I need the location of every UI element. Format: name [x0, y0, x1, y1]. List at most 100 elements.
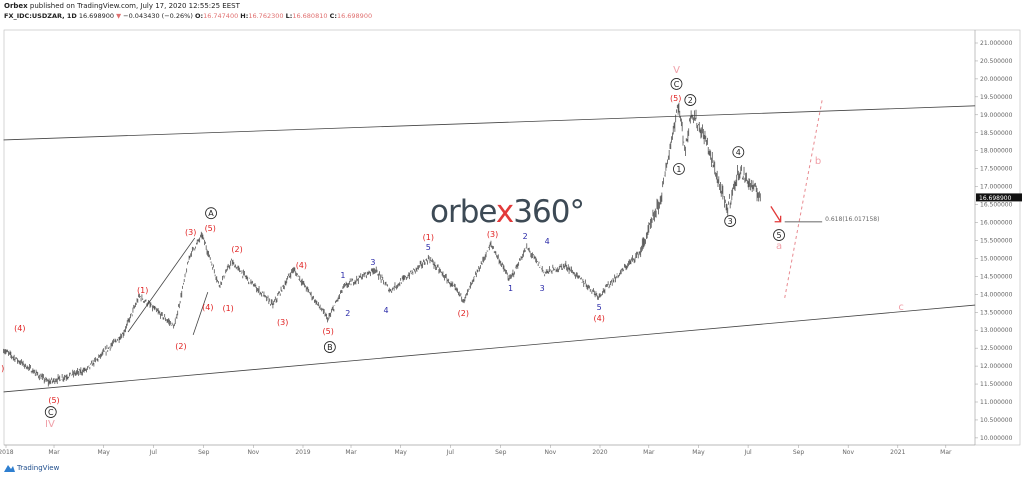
wave-label: (3): [277, 318, 288, 327]
wave-label: ): [1, 364, 4, 373]
x-tick-label: 2020: [592, 449, 607, 456]
tradingview-brand[interactable]: TradingView: [4, 464, 59, 472]
wave-circle: [323, 341, 336, 353]
wave-label: (3): [487, 230, 498, 239]
open-value: 16.747400: [203, 12, 239, 20]
y-tick-label: 13.000000: [980, 327, 1013, 334]
y-tick-label: 17.000000: [980, 184, 1013, 191]
trendline: [192, 292, 209, 335]
wave-label: (1): [137, 286, 148, 295]
plot-frame: [3, 29, 1021, 446]
y-tick-label: 19.500000: [980, 94, 1013, 101]
y-tick-label: 18.500000: [980, 130, 1013, 137]
wave-label: 2: [688, 96, 693, 105]
x-tick-label: Jul: [446, 449, 455, 456]
y-tick-label: 14.500000: [980, 273, 1013, 280]
wave-label: 4: [383, 306, 388, 315]
x-tick-label: Nov: [248, 449, 260, 456]
x-tick-label: 2021: [890, 449, 905, 456]
x-tick-label: May: [97, 449, 110, 456]
y-tick-label: 21.000000: [980, 40, 1013, 47]
y-tick-label: 13.500000: [980, 309, 1013, 316]
wave-label: A: [208, 209, 214, 218]
symbol-label: FX_IDC:USDZAR, 1D: [4, 12, 77, 20]
wave-label: IV: [45, 419, 55, 430]
wave-circle: [673, 163, 685, 175]
ohlc-legend: FX_IDC:USDZAR, 1D 16.698900 ▼ −0.043430 …: [4, 12, 372, 20]
wave-label: C: [674, 80, 680, 89]
x-tick-label: Sep: [793, 449, 805, 456]
wave-label: (3): [185, 228, 196, 237]
wave-label: b: [815, 156, 821, 167]
wave-circle: [684, 94, 697, 106]
publish-info: Orbex published on TradingView.com, July…: [4, 2, 240, 10]
wave-label: (5): [48, 396, 59, 405]
low-value: 16.680810: [292, 12, 328, 20]
y-tick-label: 19.000000: [980, 112, 1013, 119]
wave-label: 3: [370, 258, 375, 267]
wave-circle: [732, 146, 745, 159]
wave-label: 1: [340, 271, 345, 280]
wave-label: (2): [231, 245, 242, 254]
logo-x: x: [495, 194, 514, 230]
wave-label: a: [776, 241, 782, 252]
down-arrow-icon: ▼: [116, 12, 122, 20]
x-tick-label: Sep: [198, 449, 210, 456]
y-tick-label: 11.500000: [980, 381, 1013, 388]
orbex-logo: orbex360°: [430, 194, 585, 230]
wave-label: (4): [202, 303, 213, 312]
x-tick-label: May: [692, 449, 705, 456]
wave-label: (2): [175, 342, 186, 351]
publisher-name: Orbex: [4, 2, 28, 10]
wave-label: (4): [594, 314, 605, 323]
wave-circle: [205, 207, 217, 220]
wave-label: (4): [296, 261, 307, 270]
projection-line: [784, 99, 823, 298]
wave-label: 5: [426, 243, 431, 252]
fib-level-label: 0.618(16.017158): [825, 216, 879, 223]
last-price: 16.698900: [78, 12, 114, 20]
wave-circle: [773, 229, 785, 241]
y-tick-label: 10.500000: [980, 417, 1013, 424]
y-tick-label: 18.000000: [980, 148, 1013, 155]
x-tick-label: Mar: [643, 449, 655, 456]
x-tick-label: Sep: [495, 449, 507, 456]
wave-label: C: [48, 408, 54, 417]
wave-label: (1): [222, 304, 233, 313]
price-change: −0.043430 (−0.26%): [123, 12, 193, 20]
y-tick-label: 15.500000: [980, 237, 1013, 244]
price-bars: [3, 102, 761, 387]
x-tick-label: Mar: [940, 449, 952, 456]
logo-text-360: 360°: [513, 194, 585, 230]
logo-text: orbe: [430, 194, 497, 230]
wave-label: 2: [523, 232, 528, 241]
wave-label: V: [673, 65, 680, 76]
high-label: H:: [240, 12, 249, 20]
close-value: 16.698900: [336, 12, 373, 20]
y-tick-label: 12.500000: [980, 345, 1013, 352]
y-tick-label: 12.000000: [980, 363, 1013, 370]
last-price-label: 16.698900: [979, 195, 1012, 202]
x-tick-label: 2018: [0, 449, 14, 456]
wave-label: 1: [676, 165, 681, 174]
x-tick-label: Nov: [545, 449, 557, 456]
wave-label: (1): [423, 233, 434, 242]
y-tick-label: 20.500000: [980, 58, 1013, 65]
wave-label: (2): [458, 309, 469, 318]
wave-label: (5): [670, 94, 681, 103]
wave-circle: [670, 78, 683, 90]
last-price-badge: [976, 193, 1022, 202]
tradingview-logo-icon: [4, 465, 15, 472]
wave-label: 3: [540, 284, 545, 293]
down-arrow-icon: [770, 205, 782, 223]
wave-label: 3: [728, 217, 733, 226]
x-tick-label: Jul: [149, 449, 158, 456]
x-tick-label: May: [394, 449, 407, 456]
y-tick-label: 11.000000: [980, 399, 1013, 406]
y-tick-label: 15.000000: [980, 255, 1013, 262]
wave-label: 5: [597, 303, 602, 312]
wave-circle: [44, 406, 57, 418]
tradingview-label: TradingView: [17, 464, 60, 472]
y-tick-label: 16.500000: [980, 202, 1013, 209]
